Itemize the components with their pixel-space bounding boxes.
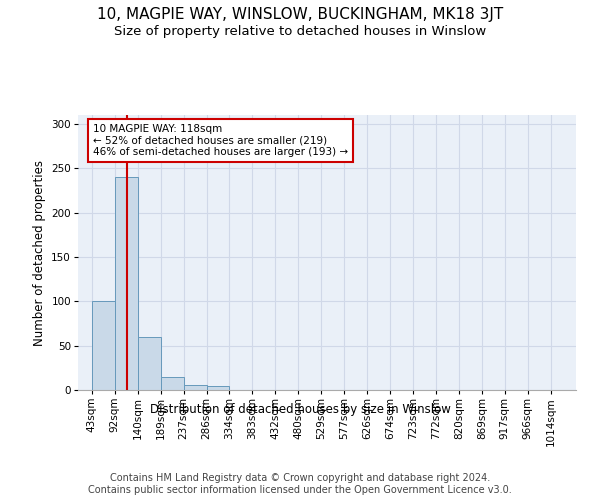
Text: 10 MAGPIE WAY: 118sqm
← 52% of detached houses are smaller (219)
46% of semi-det: 10 MAGPIE WAY: 118sqm ← 52% of detached … bbox=[93, 124, 348, 157]
Bar bbox=[161, 376, 184, 390]
Text: Size of property relative to detached houses in Winslow: Size of property relative to detached ho… bbox=[114, 25, 486, 38]
Y-axis label: Number of detached properties: Number of detached properties bbox=[33, 160, 46, 346]
Bar bbox=[137, 337, 161, 390]
Bar bbox=[206, 386, 229, 390]
Bar bbox=[184, 384, 206, 390]
Bar bbox=[115, 177, 137, 390]
Bar bbox=[92, 302, 115, 390]
Text: Distribution of detached houses by size in Winslow: Distribution of detached houses by size … bbox=[149, 402, 451, 415]
Text: Contains HM Land Registry data © Crown copyright and database right 2024.
Contai: Contains HM Land Registry data © Crown c… bbox=[88, 474, 512, 495]
Text: 10, MAGPIE WAY, WINSLOW, BUCKINGHAM, MK18 3JT: 10, MAGPIE WAY, WINSLOW, BUCKINGHAM, MK1… bbox=[97, 8, 503, 22]
